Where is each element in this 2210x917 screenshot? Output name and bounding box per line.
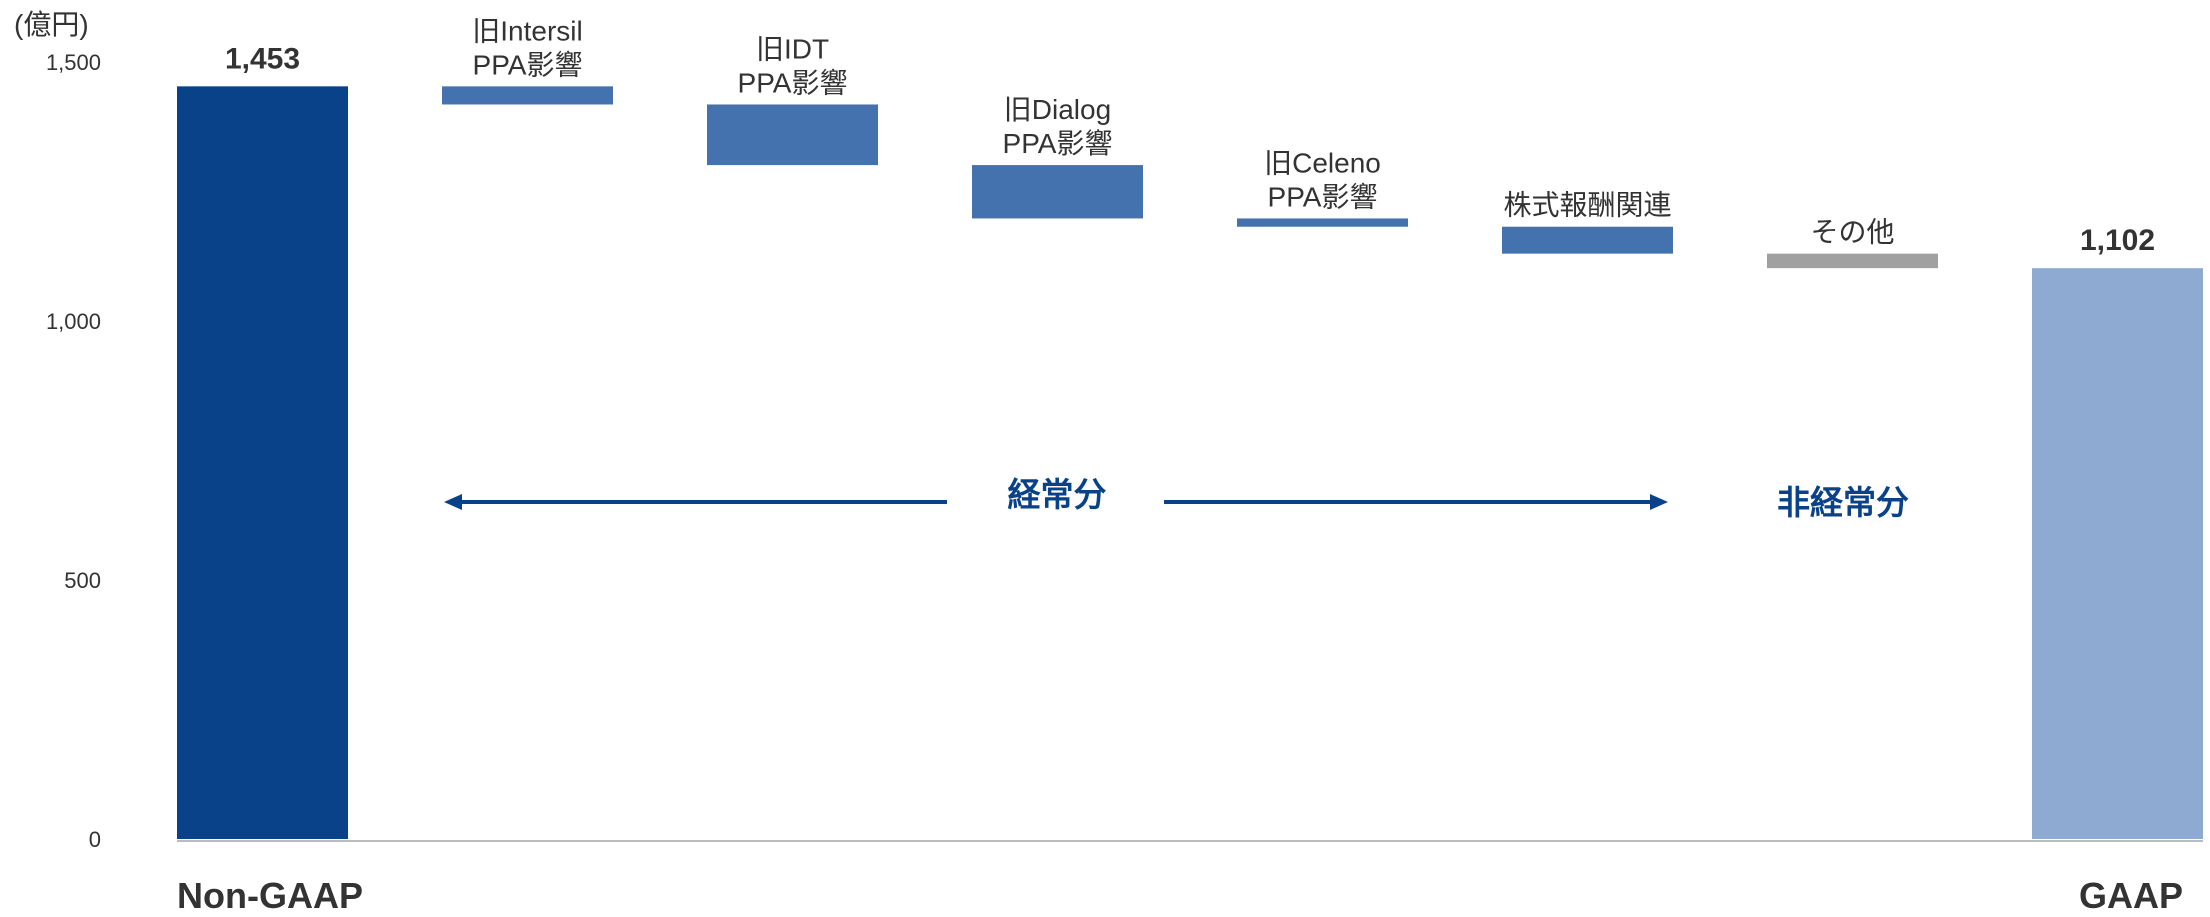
arrow-head bbox=[1650, 494, 1668, 510]
bar bbox=[1502, 226, 1673, 254]
category-label: 旧IDT bbox=[756, 33, 829, 64]
value-label: 1,453 bbox=[225, 42, 300, 75]
bar bbox=[442, 86, 613, 105]
category-label: PPA影響 bbox=[738, 67, 848, 98]
category-label: PPA影響 bbox=[1003, 128, 1113, 159]
y-tick-label: 1,000 bbox=[46, 309, 101, 334]
bar bbox=[1237, 218, 1408, 227]
value-label: 1,102 bbox=[2080, 224, 2155, 257]
arrow-regular bbox=[444, 494, 1668, 510]
category-label: その他 bbox=[1810, 217, 1894, 248]
category-label: GAAP bbox=[2079, 875, 2183, 916]
unit-label: (億円) bbox=[14, 9, 89, 40]
annotation: 経常分 bbox=[1008, 476, 1107, 513]
category-label: 旧Celeno bbox=[1264, 147, 1381, 178]
y-tick-label: 1,500 bbox=[46, 50, 101, 75]
category-label: PPA影響 bbox=[473, 49, 583, 80]
bar bbox=[177, 86, 348, 839]
bar bbox=[1767, 253, 1938, 269]
y-tick-label: 500 bbox=[64, 568, 101, 593]
bar bbox=[972, 165, 1143, 219]
category-label: 株式報酬関連 bbox=[1503, 190, 1671, 221]
bar bbox=[2032, 268, 2203, 839]
annotation: 非経常分 bbox=[1777, 484, 1909, 521]
arrow-head bbox=[444, 494, 462, 510]
category-label: PPA影響 bbox=[1268, 181, 1378, 212]
category-label: Non-GAAP bbox=[177, 875, 363, 916]
category-label: 旧Dialog bbox=[1004, 94, 1111, 125]
bar bbox=[707, 104, 878, 166]
y-tick-label: 0 bbox=[89, 827, 101, 852]
category-label: 旧Intersil bbox=[472, 15, 582, 46]
